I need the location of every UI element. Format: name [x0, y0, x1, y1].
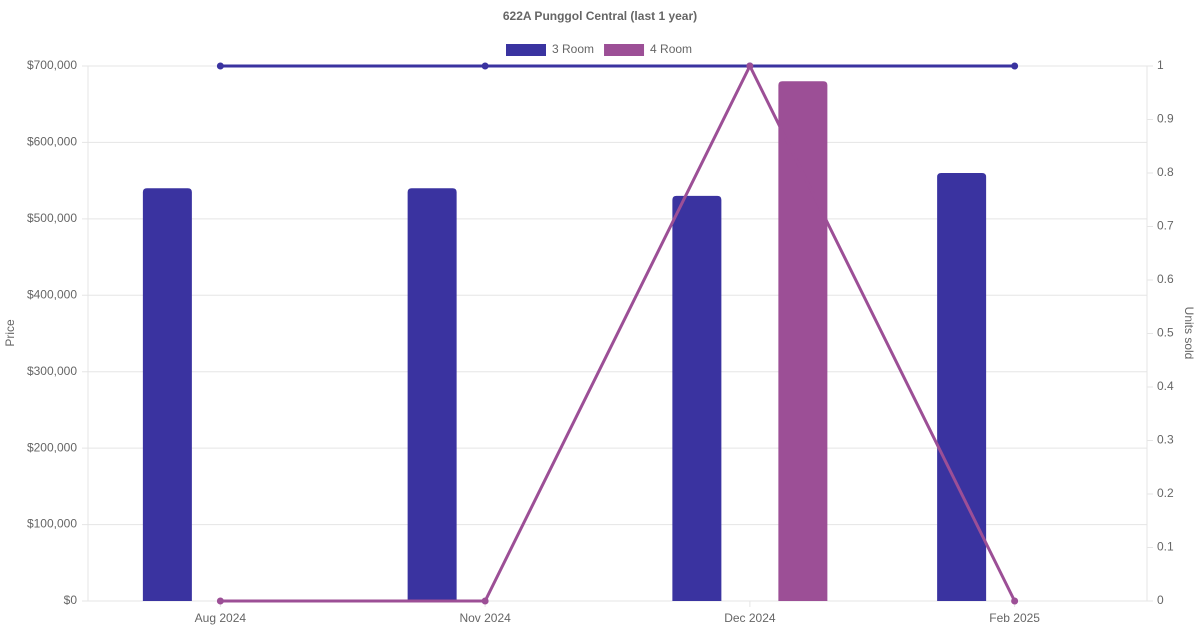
y-tick-label: $200,000 [27, 440, 77, 454]
chart-title: 622A Punggol Central (last 1 year) [503, 9, 697, 23]
y-axis-label: Price [3, 319, 17, 347]
y-tick-label: $700,000 [27, 58, 77, 72]
y2-tick-label: 0.2 [1157, 486, 1174, 500]
y2-tick-label: 1 [1157, 58, 1164, 72]
units-point [1011, 62, 1019, 70]
units-point [216, 62, 224, 70]
y-tick-label: $300,000 [27, 364, 77, 378]
y-tick-label: $500,000 [27, 211, 77, 225]
units-line [220, 62, 1016, 603]
y2-tick-label: 0.7 [1157, 219, 1174, 233]
y-tick-label: $600,000 [27, 135, 77, 149]
legend-swatch [506, 44, 546, 56]
bar [778, 81, 828, 602]
y-tick-label: $100,000 [27, 517, 77, 531]
legend-label: 3 Room [552, 42, 594, 56]
units-point [481, 62, 489, 70]
y2-tick-label: 0.9 [1157, 112, 1174, 126]
y2-tick-label: 0.3 [1157, 433, 1174, 447]
units-point [746, 62, 754, 70]
x-tick-label: Dec 2024 [724, 611, 776, 625]
bar [937, 173, 987, 601]
y2-tick-label: 0.5 [1157, 326, 1174, 340]
y-tick-label: $400,000 [27, 287, 77, 301]
bar [407, 188, 457, 602]
y2-tick-label: 0.8 [1157, 165, 1174, 179]
bar [142, 188, 192, 602]
units-point [216, 597, 224, 605]
x-tick-label: Aug 2024 [195, 611, 247, 625]
y2-tick-label: 0.4 [1157, 379, 1174, 393]
legend-swatch [604, 44, 645, 56]
units-point [1011, 597, 1019, 605]
bar [672, 195, 722, 601]
y2-tick-label: 0.1 [1157, 540, 1174, 554]
y2-tick-label: 0 [1157, 593, 1164, 607]
units-point [481, 597, 489, 605]
y2-tick-label: 0.6 [1157, 272, 1174, 286]
x-tick-label: Nov 2024 [459, 611, 511, 625]
y2-axis-label: Units sold [1182, 307, 1196, 360]
y-tick-label: $0 [64, 593, 78, 607]
x-tick-label: Feb 2025 [989, 611, 1040, 625]
legend-label: 4 Room [650, 42, 692, 56]
